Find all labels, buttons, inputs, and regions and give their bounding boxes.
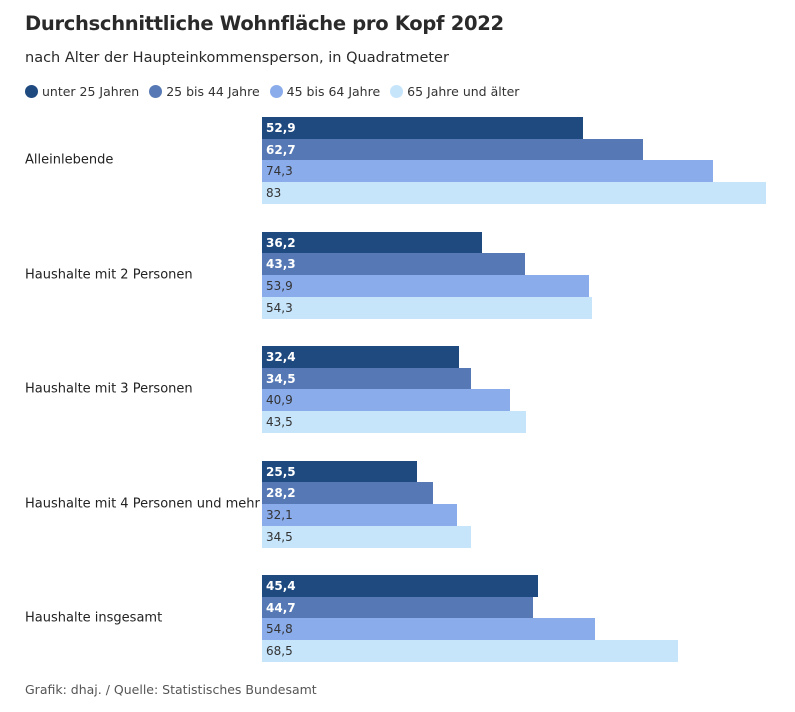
bar[interactable] (262, 503, 457, 526)
legend-dot-icon (149, 85, 163, 98)
legend-label: unter 25 Jahren (42, 84, 140, 99)
legend-dot-icon (390, 85, 404, 98)
bar-value-label: 34,5 (266, 529, 293, 544)
bar-value-label: 40,9 (266, 393, 293, 408)
bar[interactable] (262, 346, 459, 368)
bar[interactable] (262, 231, 482, 254)
bar-value-label: 44,7 (266, 600, 296, 615)
category-label: Haushalte mit 2 Personen (25, 267, 193, 283)
legend-dot-icon (25, 85, 38, 98)
bar-value-label: 34,5 (266, 371, 296, 386)
legend: unter 25 Jahren 25 bis 44 Jahre 45 bis 6… (25, 84, 529, 99)
category-label: Alleinlebende (25, 152, 114, 168)
bar-value-label: 25,5 (266, 464, 296, 479)
legend-label: 45 bis 64 Jahre (286, 84, 381, 99)
bar[interactable] (262, 596, 534, 619)
legend-dot-icon (269, 85, 283, 98)
chart-title: Durchschnittliche Wohnfläche pro Kopf 20… (25, 12, 504, 35)
bar[interactable] (262, 525, 472, 548)
bar[interactable] (262, 274, 590, 297)
bar[interactable] (262, 182, 766, 205)
legend-item-25-44[interactable]: 25 bis 44 Jahre (149, 84, 260, 99)
bar[interactable] (262, 460, 417, 483)
bar[interactable] (262, 296, 592, 319)
bar-value-label: 54,8 (266, 622, 293, 637)
legend-item-45-64[interactable]: 45 bis 64 Jahre (269, 84, 381, 99)
bar-value-label: 28,2 (266, 486, 296, 501)
bar-value-label: 68,5 (266, 644, 293, 659)
bar-value-label: 36,2 (266, 235, 296, 250)
bar-value-label: 32,1 (266, 507, 293, 522)
bar[interactable] (262, 389, 511, 412)
legend-item-65-plus[interactable]: 65 Jahre und älter (390, 84, 519, 99)
category-label: Haushalte mit 3 Personen (25, 381, 193, 397)
bar-value-label: 45,4 (266, 579, 296, 593)
bar[interactable] (262, 618, 595, 641)
category-label: Haushalte insgesamt (25, 610, 163, 626)
bar[interactable] (262, 117, 584, 139)
category-label: Haushalte mit 4 Personen und mehr (25, 496, 260, 512)
bar-value-label: 53,9 (266, 278, 293, 293)
legend-item-under-25[interactable]: unter 25 Jahren (25, 84, 139, 99)
bar[interactable] (262, 411, 527, 434)
chart-subtitle: nach Alter der Haupteinkommensperson, in… (25, 50, 449, 66)
bar-value-label: 54,3 (266, 300, 293, 315)
bar[interactable] (262, 575, 538, 597)
bar-value-label: 74,3 (266, 164, 293, 179)
legend-label: 25 bis 44 Jahre (166, 84, 260, 99)
bar-value-label: 32,4 (266, 350, 296, 364)
source-note: Grafik: dhaj. / Quelle: Statistisches Bu… (25, 682, 317, 697)
bar[interactable] (262, 482, 434, 505)
bar-value-label: 43,3 (266, 257, 296, 272)
legend-label: 65 Jahre und älter (407, 84, 520, 99)
bar[interactable] (262, 160, 714, 183)
bar[interactable] (262, 253, 525, 276)
bar[interactable] (262, 367, 472, 390)
bar-value-label: 83 (266, 186, 282, 201)
bar-value-label: 43,5 (266, 415, 293, 430)
bar-value-label: 52,9 (266, 121, 296, 135)
bar[interactable] (262, 640, 678, 663)
bar-value-label: 62,7 (266, 142, 296, 157)
bar[interactable] (262, 138, 643, 161)
